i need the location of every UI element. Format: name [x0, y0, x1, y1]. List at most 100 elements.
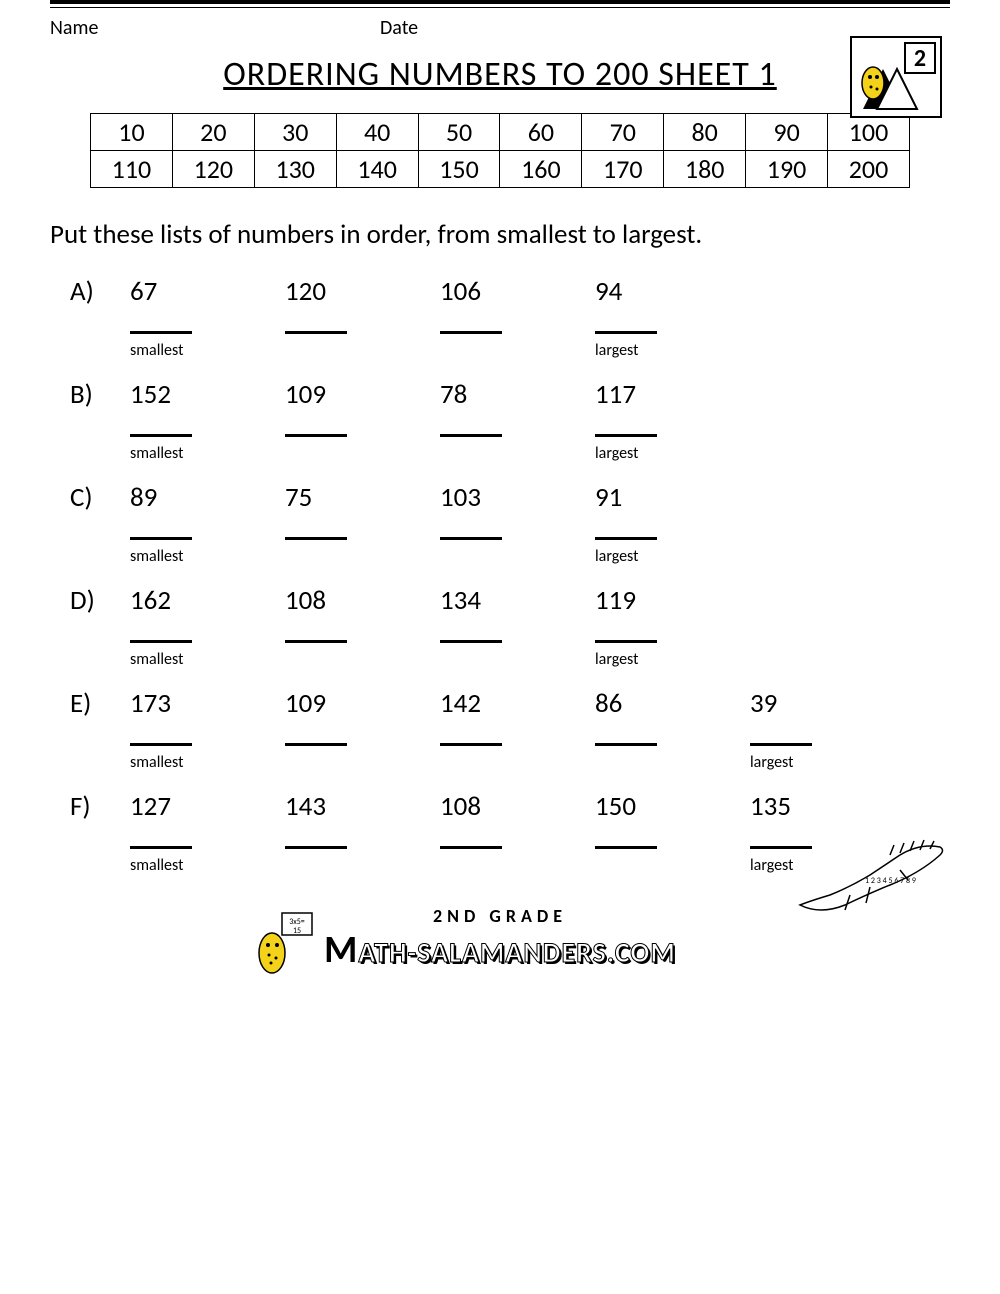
answer-blank[interactable]: largest — [595, 526, 750, 566]
footer-salamander-icon: 3x5= 15 — [252, 911, 322, 981]
problem-label: B) — [70, 378, 130, 411]
problem-label: C) — [70, 481, 130, 514]
ref-cell: 10 — [91, 114, 173, 151]
number-value: 162 — [130, 584, 285, 617]
ref-cell: 150 — [418, 151, 500, 188]
grade-logo: 2 — [850, 36, 942, 118]
date-label: Date — [380, 16, 418, 40]
number-value: 120 — [285, 275, 440, 308]
svg-text:2: 2 — [914, 44, 926, 73]
problem-label: F) — [70, 790, 130, 823]
ref-cell: 130 — [254, 151, 336, 188]
answer-blank[interactable]: largest — [595, 423, 750, 463]
number-value: 67 — [130, 275, 285, 308]
number-value: 119 — [595, 584, 750, 617]
answer-blank[interactable]: largest — [750, 732, 905, 772]
answer-blank[interactable] — [440, 526, 595, 566]
ref-cell: 140 — [336, 151, 418, 188]
footer: 1 2 3 4 5 6 7 8 9 3x5= 15 2ND GRADE MATH… — [50, 905, 950, 1005]
answer-blank[interactable] — [285, 732, 440, 772]
answer-blank[interactable] — [595, 835, 750, 875]
answer-blank[interactable]: largest — [595, 629, 750, 669]
largest-tag: largest — [595, 650, 750, 669]
ref-cell: 120 — [172, 151, 254, 188]
largest-tag: largest — [595, 341, 750, 360]
answer-blank[interactable]: smallest — [130, 732, 285, 772]
page-title: ORDERING NUMBERS TO 200 SHEET 1 — [50, 54, 950, 95]
answer-blank[interactable] — [285, 320, 440, 360]
largest-tag: largest — [750, 753, 905, 772]
smallest-tag: smallest — [130, 753, 285, 772]
svg-text:15: 15 — [293, 926, 301, 936]
answer-blank[interactable] — [440, 835, 595, 875]
number-value: 150 — [595, 790, 750, 823]
answer-blank[interactable]: smallest — [130, 526, 285, 566]
smallest-tag: smallest — [130, 444, 285, 463]
number-value: 109 — [285, 687, 440, 720]
number-value: 75 — [285, 481, 440, 514]
problem-label: E) — [70, 687, 130, 720]
problem-label: D) — [70, 584, 130, 617]
smallest-tag: smallest — [130, 341, 285, 360]
number-value: 143 — [285, 790, 440, 823]
answer-blank[interactable] — [285, 629, 440, 669]
largest-tag: largest — [595, 547, 750, 566]
number-value: 109 — [285, 378, 440, 411]
number-value: 152 — [130, 378, 285, 411]
svg-text:1 2 3 4 5 6 7 8 9: 1 2 3 4 5 6 7 8 9 — [865, 876, 916, 886]
smallest-tag: smallest — [130, 650, 285, 669]
answer-blank[interactable] — [285, 526, 440, 566]
smallest-tag: smallest — [130, 547, 285, 566]
number-value: 142 — [440, 687, 595, 720]
number-value: 103 — [440, 481, 595, 514]
answer-blank[interactable] — [440, 320, 595, 360]
problem-row: E)1731091428639 smallest largest — [70, 687, 950, 772]
answer-blank[interactable] — [440, 732, 595, 772]
problem-row: C)897510391smallestlargest — [70, 481, 950, 566]
number-value: 89 — [130, 481, 285, 514]
answer-blank[interactable]: smallest — [130, 835, 285, 875]
number-value: 78 — [440, 378, 595, 411]
footer-grade: 2ND GRADE — [324, 905, 676, 927]
ref-cell: 80 — [664, 114, 746, 151]
answer-blank[interactable]: largest — [595, 320, 750, 360]
answer-blank[interactable] — [440, 629, 595, 669]
ref-cell: 190 — [746, 151, 828, 188]
reference-number-table: 1020304050607080901001101201301401501601… — [90, 113, 910, 188]
meta-row: Name Date — [50, 16, 950, 40]
answer-blank[interactable]: smallest — [130, 320, 285, 360]
number-value: 86 — [595, 687, 750, 720]
problem-row: B)15210978117smallestlargest — [70, 378, 950, 463]
problems-container: A)6712010694smallestlargestB)15210978117… — [50, 275, 950, 875]
number-value: 127 — [130, 790, 285, 823]
ref-cell: 30 — [254, 114, 336, 151]
problem-label: A) — [70, 275, 130, 308]
number-value: 39 — [750, 687, 905, 720]
ref-cell: 180 — [664, 151, 746, 188]
number-value: 173 — [130, 687, 285, 720]
number-value: 108 — [440, 790, 595, 823]
problem-row: A)6712010694smallestlargest — [70, 275, 950, 360]
answer-blank[interactable] — [440, 423, 595, 463]
number-value: 134 — [440, 584, 595, 617]
smallest-tag: smallest — [130, 856, 285, 875]
footer-brand: MATH-SALAMANDERS.COM — [324, 927, 676, 973]
ref-cell: 170 — [582, 151, 664, 188]
ref-cell: 90 — [746, 114, 828, 151]
number-value: 106 — [440, 275, 595, 308]
number-value: 135 — [750, 790, 905, 823]
instruction-text: Put these lists of numbers in order, fro… — [50, 218, 950, 251]
lizard-icon: 1 2 3 4 5 6 7 8 9 — [790, 835, 960, 930]
ref-cell: 100 — [828, 114, 910, 151]
answer-blank[interactable] — [285, 835, 440, 875]
name-label: Name — [50, 16, 380, 40]
ref-cell: 160 — [500, 151, 582, 188]
answer-blank[interactable]: smallest — [130, 423, 285, 463]
answer-blank[interactable] — [595, 732, 750, 772]
salamander-logo-icon: 2 — [853, 39, 939, 115]
ref-cell: 200 — [828, 151, 910, 188]
ref-cell: 110 — [91, 151, 173, 188]
ref-cell: 60 — [500, 114, 582, 151]
answer-blank[interactable] — [285, 423, 440, 463]
answer-blank[interactable]: smallest — [130, 629, 285, 669]
